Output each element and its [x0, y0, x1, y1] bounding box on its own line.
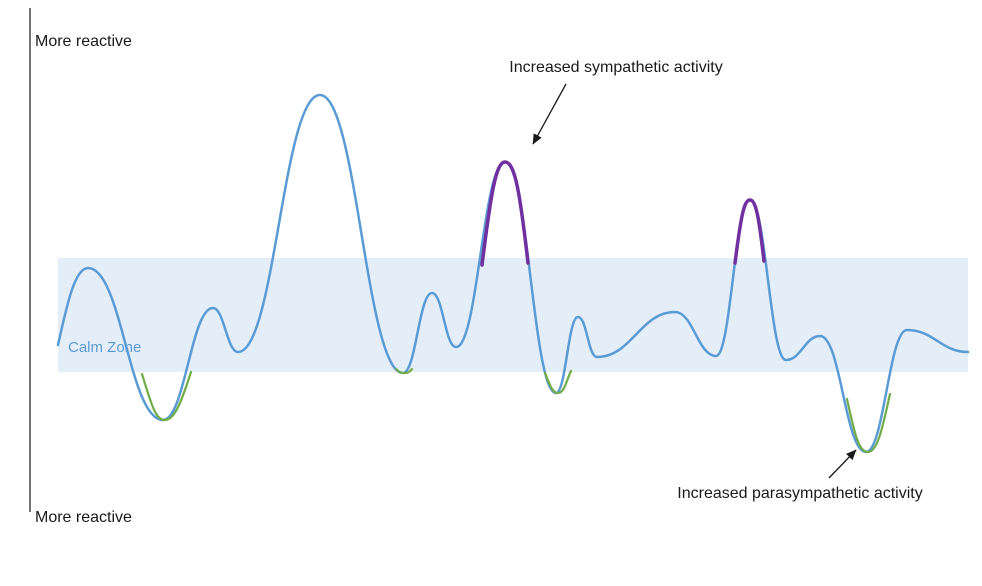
calm-zone-band — [58, 258, 968, 372]
more-reactive-top-label: More reactive — [35, 33, 132, 50]
sympathetic-highlight-2 — [733, 198, 766, 265]
calm-zone-label: Calm Zone — [68, 339, 141, 356]
parasympathetic-annotation-label: Increased parasympathetic activity — [677, 485, 922, 502]
sympathetic-highlights — [480, 160, 766, 267]
parasympathetic-highlights — [140, 367, 892, 454]
parasympathetic-highlight-3 — [543, 369, 573, 395]
parasympathetic-highlight-2 — [394, 367, 414, 375]
more-reactive-bottom-label: More reactive — [35, 509, 132, 526]
sympathetic-highlight-1 — [480, 160, 530, 267]
parasympathetic-arrow — [828, 449, 857, 479]
parasympathetic-highlight-1 — [140, 370, 193, 422]
parasympathetic-highlight-4 — [845, 392, 892, 454]
sympathetic-arrow — [532, 83, 567, 145]
sympathetic-annotation-label: Increased sympathetic activity — [509, 59, 722, 76]
